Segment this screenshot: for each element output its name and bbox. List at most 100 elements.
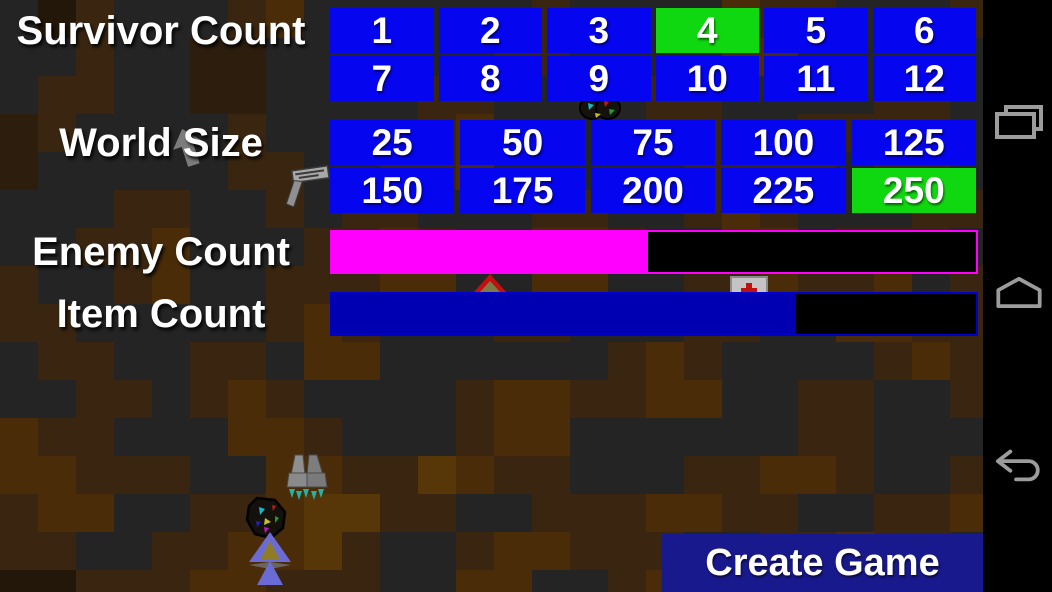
background-tile [874,456,912,494]
background-tile [532,494,570,532]
background-tile [0,38,38,76]
create-game-button[interactable]: Create Game [662,534,983,592]
background-tile [0,456,38,494]
background-tile [228,342,266,380]
world-size-button-100[interactable]: 100 [721,120,846,165]
world-size-button-50[interactable]: 50 [460,120,585,165]
background-tile [836,456,874,494]
background-tile [456,494,494,532]
background-tile [760,380,798,418]
home-icon[interactable] [994,276,1044,308]
background-tile [228,190,266,228]
back-icon[interactable] [994,446,1044,482]
survivor-count-button-2[interactable]: 2 [438,8,542,53]
world-size-button-25[interactable]: 25 [330,120,455,165]
survivor-count-button-3[interactable]: 3 [547,8,651,53]
background-tile [152,76,190,114]
world-size-button-200[interactable]: 200 [590,168,716,213]
background-tile [114,380,152,418]
background-tile [456,342,494,380]
background-tile [760,494,798,532]
background-tile [190,342,228,380]
background-tile [456,418,494,456]
background-tile [798,418,836,456]
world-size-button-175[interactable]: 175 [460,168,585,213]
background-tile [38,228,76,266]
survivor-count-button-11[interactable]: 11 [764,56,868,101]
background-tile [570,570,608,592]
background-tile [684,494,722,532]
background-tile [266,304,304,342]
world-size-button-150[interactable]: 150 [330,168,455,213]
background-tile [380,342,418,380]
background-tile [76,418,114,456]
background-tile [304,570,342,592]
survivor-count-button-9[interactable]: 9 [547,56,651,101]
background-tile [0,494,38,532]
background-tile [456,532,494,570]
background-tile [912,380,950,418]
background-tile [190,114,228,152]
background-tile [228,76,266,114]
background-tile [0,190,38,228]
background-tile [228,418,266,456]
background-tile [266,266,304,304]
background-tile [950,456,988,494]
background-tile [912,342,950,380]
background-tile [114,342,152,380]
world-size-button-125[interactable]: 125 [851,120,976,165]
world-size-button-75[interactable]: 75 [590,120,716,165]
background-tile [114,570,152,592]
background-tile [646,380,684,418]
background-tile [912,494,950,532]
world-size-button-225[interactable]: 225 [721,168,846,213]
background-tile [114,152,152,190]
survivor-count-button-4[interactable]: 4 [655,8,759,53]
background-tile [190,190,228,228]
survivor-count-button-10[interactable]: 10 [655,56,759,101]
background-tile [38,342,76,380]
background-tile [380,380,418,418]
survivor-count-button-6[interactable]: 6 [872,8,976,53]
background-tile [570,532,608,570]
recent-apps-icon[interactable] [994,104,1044,140]
background-tile [114,76,152,114]
survivor-count-button-1[interactable]: 1 [330,8,434,53]
item-count-slider[interactable] [330,292,978,336]
background-tile [684,456,722,494]
pistol-sprite [285,164,330,208]
background-tile [0,266,38,304]
survivor-count-button-7[interactable]: 7 [330,56,434,101]
background-tile [152,380,190,418]
background-tile [532,380,570,418]
enemy-count-slider[interactable] [330,230,978,274]
world-size-button-250[interactable]: 250 [851,168,976,213]
background-tile [190,304,228,342]
background-tile [342,380,380,418]
enemy-count-slider-fill [332,232,648,272]
survivor-count-button-12[interactable]: 12 [872,56,976,101]
background-tile [874,494,912,532]
item-count-label: Item Count [56,291,266,336]
background-tile [76,114,114,152]
background-tile [646,342,684,380]
background-tile [722,456,760,494]
survivor-count-button-8[interactable]: 8 [438,56,542,101]
background-tile [304,418,342,456]
survivor-count-button-5[interactable]: 5 [764,8,868,53]
background-tile [722,342,760,380]
background-tile [76,38,114,76]
background-tile [38,456,76,494]
background-tile [228,228,266,266]
background-tile [38,38,76,76]
background-tile [76,304,114,342]
background-tile [532,532,570,570]
background-tile [190,228,228,266]
background-tile [228,0,266,38]
background-tile [380,570,418,592]
arrow-up-sprite [249,532,291,585]
background-tile [190,570,228,592]
red-arrow-sprite [473,274,507,293]
background-tile [760,456,798,494]
